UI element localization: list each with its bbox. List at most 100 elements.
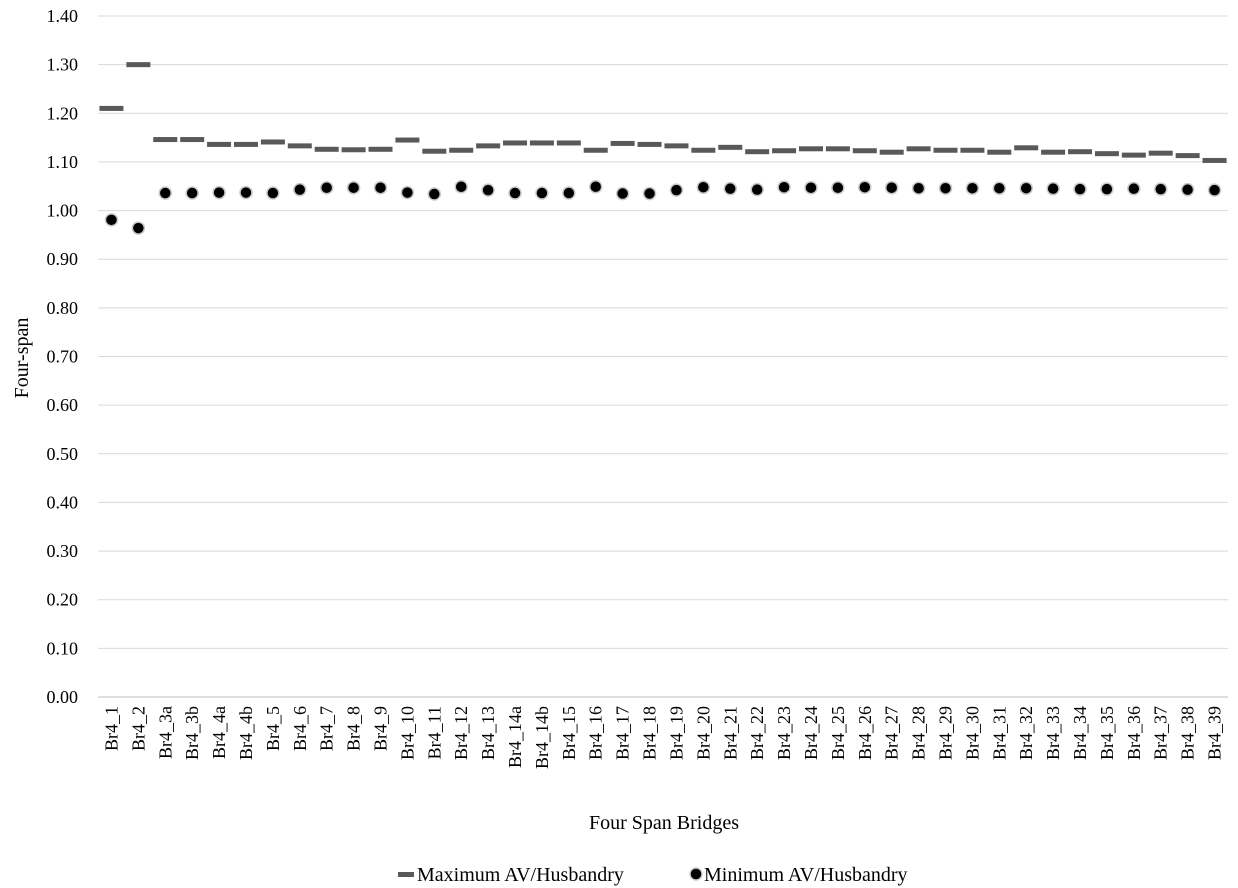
min-marker — [1073, 182, 1087, 196]
x-tick-label: Br4_35 — [1097, 706, 1117, 760]
min-marker — [481, 183, 495, 197]
y-axis-tick-labels: 0.00 0.10 0.20 0.30 0.40 0.50 0.60 0.70 0.80 0.90… — [47, 6, 79, 707]
min-marker — [615, 186, 630, 201]
min-marker — [669, 183, 684, 197]
x-tick-label: Br4_17 — [613, 706, 633, 760]
x-tick-label: Br4_37 — [1151, 706, 1171, 760]
max-marker — [1121, 152, 1146, 158]
x-axis-tick-labels: Br4_1 Br4_2 Br4_3a Br4_3b Br4_4a Br4_4b Br4_5 B… — [101, 706, 1224, 769]
max-marker — [476, 143, 501, 149]
x-tick-label: Br4_1 — [101, 706, 121, 751]
x-tick-label: Br4_7 — [317, 706, 337, 751]
x-tick-label: Br4_33 — [1043, 706, 1063, 760]
x-tick-label: Br4_25 — [828, 706, 848, 760]
min-marker — [884, 180, 899, 195]
x-tick-label: Br4_36 — [1124, 706, 1144, 760]
x-tick-label: Br4_30 — [962, 706, 982, 760]
min-marker — [1180, 182, 1195, 197]
min-marker — [750, 182, 764, 197]
max-marker — [933, 147, 958, 153]
max-marker — [287, 143, 312, 149]
x-tick-label: Br4_10 — [397, 706, 417, 760]
x-tick-label: Br4_27 — [882, 706, 902, 760]
max-marker — [99, 105, 124, 111]
x-tick-label: Br4_12 — [451, 706, 471, 760]
min-marker — [319, 180, 334, 195]
max-marker — [960, 147, 985, 153]
max-marker — [1014, 145, 1039, 151]
min-marker — [266, 186, 280, 200]
min-marker — [1046, 181, 1060, 196]
min-marker — [696, 180, 711, 194]
x-tick-label: Br4_5 — [263, 706, 283, 751]
max-marker — [772, 148, 797, 154]
min-marker — [158, 186, 173, 200]
y-tick-label: 0.00 — [47, 687, 79, 707]
x-tick-label: Br4_18 — [640, 706, 660, 760]
x-tick-label: Br4_4a — [209, 706, 229, 759]
x-tick-label: Br4_19 — [666, 706, 686, 760]
legend: Maximum AV/Husbandry Minimum AV/Husbandr… — [398, 864, 908, 886]
x-tick-label: Br4_16 — [586, 706, 606, 760]
max-marker — [691, 147, 716, 153]
min-marker — [858, 180, 872, 194]
gridlines — [98, 15, 1228, 698]
max-marker — [233, 141, 258, 147]
x-tick-label: Br4_14a — [505, 706, 525, 768]
y-tick-label: 0.50 — [47, 444, 79, 464]
x-tick-label: Br4_22 — [747, 706, 767, 760]
x-tick-label: Br4_39 — [1205, 706, 1225, 760]
min-marker — [1207, 183, 1222, 197]
min-marker — [104, 213, 119, 227]
max-marker — [556, 140, 581, 146]
y-tick-label: 0.90 — [47, 249, 79, 269]
min-marker — [185, 186, 199, 200]
x-tick-label: Br4_21 — [720, 706, 740, 760]
x-tick-label: Br4_6 — [290, 706, 310, 751]
y-tick-label: 0.80 — [47, 298, 79, 318]
max-marker — [1148, 150, 1173, 156]
min-marker — [804, 180, 818, 195]
x-tick-label: Br4_13 — [478, 706, 498, 760]
max-marker — [1202, 157, 1227, 163]
max-marker — [180, 137, 205, 143]
min-marker — [293, 182, 307, 197]
max-marker — [207, 141, 232, 147]
min-marker — [588, 179, 603, 194]
min-marker — [373, 180, 388, 195]
max-marker — [825, 146, 850, 152]
max-marker — [1041, 149, 1066, 155]
min-marker — [642, 186, 657, 201]
max-marker — [314, 146, 339, 152]
max-marker — [879, 149, 904, 155]
min-marker — [911, 181, 926, 195]
data-marks — [99, 62, 1227, 235]
y-axis-title: Four-span — [11, 318, 33, 399]
max-marker — [610, 140, 635, 146]
x-axis-title: Four Span Bridges — [589, 812, 739, 834]
x-tick-label: Br4_14b — [532, 706, 552, 769]
min-marker — [212, 185, 226, 200]
x-tick-label: Br4_38 — [1178, 706, 1198, 760]
min-marker — [1153, 182, 1168, 196]
max-marker — [449, 147, 474, 153]
min-marker — [535, 186, 549, 200]
min-marker — [777, 180, 791, 194]
min-marker — [427, 187, 442, 201]
min-marker — [1100, 182, 1114, 196]
max-marker — [1068, 149, 1093, 155]
min-marker — [346, 180, 361, 195]
max-marker — [718, 144, 743, 150]
x-tick-label: Br4_32 — [1016, 706, 1036, 760]
max-marker — [153, 137, 178, 143]
legend-label-maximum: Maximum AV/Husbandry — [417, 864, 624, 886]
max-marker — [852, 148, 877, 154]
y-tick-label: 1.30 — [47, 55, 79, 75]
min-marker — [965, 181, 980, 195]
x-tick-label: Br4_9 — [371, 706, 391, 751]
max-marker — [637, 141, 662, 147]
max-marker — [503, 140, 528, 146]
max-marker — [529, 140, 554, 146]
max-marker — [987, 149, 1012, 155]
y-tick-label: 0.20 — [47, 590, 79, 610]
